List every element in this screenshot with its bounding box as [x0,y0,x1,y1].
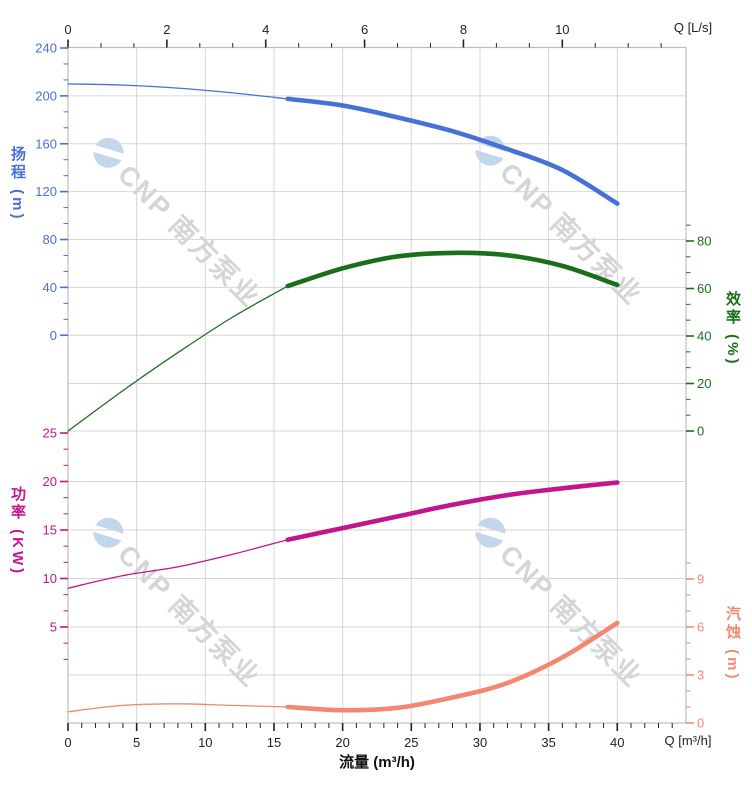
efficiency-axis-tick-label: 20 [697,376,711,391]
head-axis-title: 扬程 (m) [9,146,26,222]
power-axis-title: 功率 (KW) [9,486,26,577]
npsh-axis-tick-label: 0 [697,716,704,731]
bottom-axis-tick-label: 20 [335,735,349,750]
head-curve-bold [285,96,620,206]
bottom-axis-tick-label: 35 [541,735,555,750]
efficiency-axis-tick-label: 80 [697,234,711,249]
power-axis-tick-label: 15 [43,523,57,538]
bottom-axis-tick-label: 0 [64,735,71,750]
head-axis-tick-label: 40 [43,280,57,295]
plot-border [67,46,687,724]
top-axis-tick-label: 6 [361,22,368,37]
power-curve-bold [285,480,620,542]
bottom-axis-tick-label: 25 [404,735,418,750]
efficiency-axis-tick-label: 60 [697,281,711,296]
top-axis-tick-label: 8 [460,22,467,37]
top-axis-tick-label: 4 [262,22,269,37]
efficiency-axis-tick-label: 40 [697,329,711,344]
bottom-axis-tick-label: 10 [198,735,212,750]
npsh-curve-thin [67,703,289,713]
top-axis-tick-label: 0 [64,22,71,37]
bottom-axis-tick-label: 40 [610,735,624,750]
efficiency-axis-tick-label: 0 [697,424,704,439]
head-axis-tick-label: 0 [50,328,57,343]
npsh-axis-title: 汽蚀 (m) [724,606,741,682]
bottom-axis-tick-label: 5 [133,735,140,750]
power-axis-tick-label: 5 [50,620,57,635]
efficiency-curve-bold [285,250,620,289]
power-axis-tick-label: 20 [43,474,57,489]
head-axis-tick-label: 240 [35,41,57,56]
power-curve-thin [67,539,289,589]
efficiency-axis-title: 效率 (%) [724,291,741,367]
flow-unit-top-label: Q [L/s] [673,20,713,35]
bottom-axis-tick-label: 15 [267,735,281,750]
head-axis-tick-label: 160 [35,136,57,151]
power-axis-tick-label: 10 [43,571,57,586]
npsh-curve-bold [285,620,620,713]
npsh-axis-tick-label: 9 [697,572,704,587]
head-curve-thin [67,83,289,100]
npsh-axis-tick-label: 3 [697,668,704,683]
efficiency-curve-thin [67,285,289,432]
power-axis-tick-label: 25 [43,426,57,441]
flow-axis-title: 流量 (m³/h) [339,754,415,771]
head-axis-tick-label: 80 [43,232,57,247]
top-axis-tick-label: 2 [163,22,170,37]
bottom-axis-tick-label: 30 [473,735,487,750]
head-axis-tick-label: 120 [35,184,57,199]
flow-unit-bottom-label: Q [m³/h] [664,733,712,748]
top-axis-tick-label: 10 [555,22,569,37]
npsh-axis-tick-label: 6 [697,620,704,635]
head-axis-tick-label: 200 [35,88,57,103]
